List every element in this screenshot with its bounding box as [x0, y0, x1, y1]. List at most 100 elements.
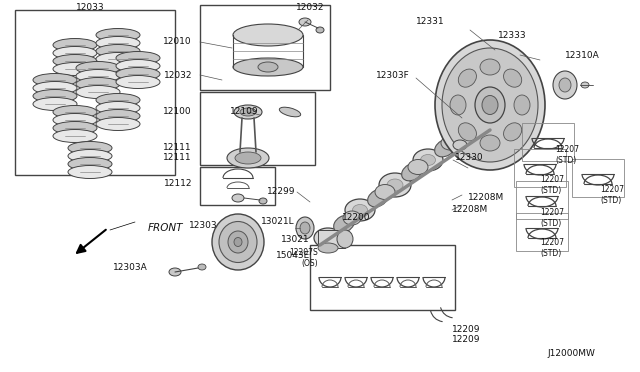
Ellipse shape	[53, 55, 97, 67]
Ellipse shape	[219, 221, 257, 263]
Ellipse shape	[227, 148, 269, 168]
Ellipse shape	[442, 48, 538, 162]
Ellipse shape	[435, 139, 455, 157]
Bar	[516, 213, 568, 251]
Ellipse shape	[504, 123, 522, 141]
Text: 15043E: 15043E	[276, 250, 310, 260]
Text: 12208M: 12208M	[452, 205, 488, 215]
Ellipse shape	[420, 154, 435, 166]
Ellipse shape	[53, 62, 97, 76]
Ellipse shape	[475, 87, 505, 123]
Bar	[572, 159, 624, 197]
Ellipse shape	[96, 109, 140, 122]
Text: 12100: 12100	[163, 108, 192, 116]
Ellipse shape	[68, 157, 112, 170]
Text: 12310A: 12310A	[565, 51, 600, 60]
Text: 12032: 12032	[296, 3, 324, 13]
Ellipse shape	[96, 102, 140, 115]
Bar	[15, 10, 175, 175]
Ellipse shape	[318, 243, 338, 253]
Ellipse shape	[96, 118, 140, 131]
Ellipse shape	[458, 69, 476, 87]
Ellipse shape	[279, 107, 301, 117]
Text: 12200: 12200	[342, 214, 371, 222]
Ellipse shape	[116, 76, 160, 89]
Ellipse shape	[76, 61, 120, 74]
Ellipse shape	[233, 24, 303, 46]
Ellipse shape	[455, 130, 469, 140]
Ellipse shape	[343, 211, 361, 225]
Ellipse shape	[402, 163, 422, 181]
Ellipse shape	[448, 125, 476, 145]
Ellipse shape	[33, 74, 77, 87]
Ellipse shape	[96, 36, 140, 49]
Ellipse shape	[68, 150, 112, 163]
Bar	[514, 149, 566, 187]
Text: 12209: 12209	[452, 326, 481, 334]
Ellipse shape	[314, 228, 342, 248]
Ellipse shape	[234, 105, 262, 119]
Ellipse shape	[228, 231, 248, 253]
Text: 12207
(STD): 12207 (STD)	[600, 185, 624, 205]
Ellipse shape	[96, 29, 140, 42]
Text: 13021: 13021	[282, 235, 310, 244]
Ellipse shape	[234, 237, 242, 247]
Ellipse shape	[480, 135, 500, 151]
Text: 12112: 12112	[163, 179, 192, 187]
Ellipse shape	[33, 97, 77, 110]
Bar	[200, 167, 275, 205]
Text: 12207
(STD): 12207 (STD)	[540, 238, 564, 258]
Ellipse shape	[581, 82, 589, 88]
Ellipse shape	[435, 40, 545, 170]
Ellipse shape	[96, 45, 140, 58]
Ellipse shape	[76, 70, 120, 83]
Ellipse shape	[296, 217, 314, 239]
Ellipse shape	[53, 122, 97, 135]
Text: 12303A: 12303A	[113, 263, 148, 273]
Ellipse shape	[379, 173, 411, 197]
Ellipse shape	[337, 230, 353, 248]
Ellipse shape	[169, 268, 181, 276]
Ellipse shape	[53, 106, 97, 119]
Bar	[200, 5, 330, 90]
Text: 12209: 12209	[452, 336, 481, 344]
Ellipse shape	[212, 214, 264, 270]
Ellipse shape	[76, 77, 120, 90]
Text: 12331: 12331	[416, 17, 444, 26]
Text: 12207
(STD): 12207 (STD)	[540, 175, 564, 195]
Text: 12303: 12303	[189, 221, 218, 230]
Text: 12010: 12010	[163, 38, 192, 46]
Ellipse shape	[33, 81, 77, 94]
Ellipse shape	[559, 78, 571, 92]
Ellipse shape	[53, 46, 97, 60]
Ellipse shape	[53, 113, 97, 126]
Ellipse shape	[96, 93, 140, 106]
Text: 12303F: 12303F	[376, 71, 410, 80]
Ellipse shape	[353, 205, 367, 215]
Ellipse shape	[441, 136, 459, 150]
Ellipse shape	[413, 149, 443, 171]
Text: 12208M: 12208M	[468, 193, 504, 202]
Text: 12033: 12033	[76, 3, 104, 13]
Bar	[310, 245, 455, 310]
Text: FRONT: FRONT	[148, 223, 184, 233]
Text: 12111: 12111	[163, 154, 192, 163]
Text: 13021L: 13021L	[261, 218, 295, 227]
Ellipse shape	[375, 185, 395, 199]
Ellipse shape	[408, 160, 428, 174]
Ellipse shape	[68, 141, 112, 154]
Ellipse shape	[116, 51, 160, 64]
Text: 12032: 12032	[163, 71, 192, 80]
Ellipse shape	[300, 222, 310, 234]
Bar	[200, 92, 315, 165]
Text: 12207S
(OS): 12207S (OS)	[289, 248, 318, 268]
Ellipse shape	[232, 194, 244, 202]
Ellipse shape	[33, 90, 77, 103]
Text: 12111: 12111	[163, 144, 192, 153]
Ellipse shape	[68, 166, 112, 179]
Ellipse shape	[450, 95, 466, 115]
Ellipse shape	[299, 18, 311, 26]
Ellipse shape	[553, 71, 577, 99]
Ellipse shape	[367, 189, 388, 207]
Text: 12333: 12333	[498, 31, 526, 39]
